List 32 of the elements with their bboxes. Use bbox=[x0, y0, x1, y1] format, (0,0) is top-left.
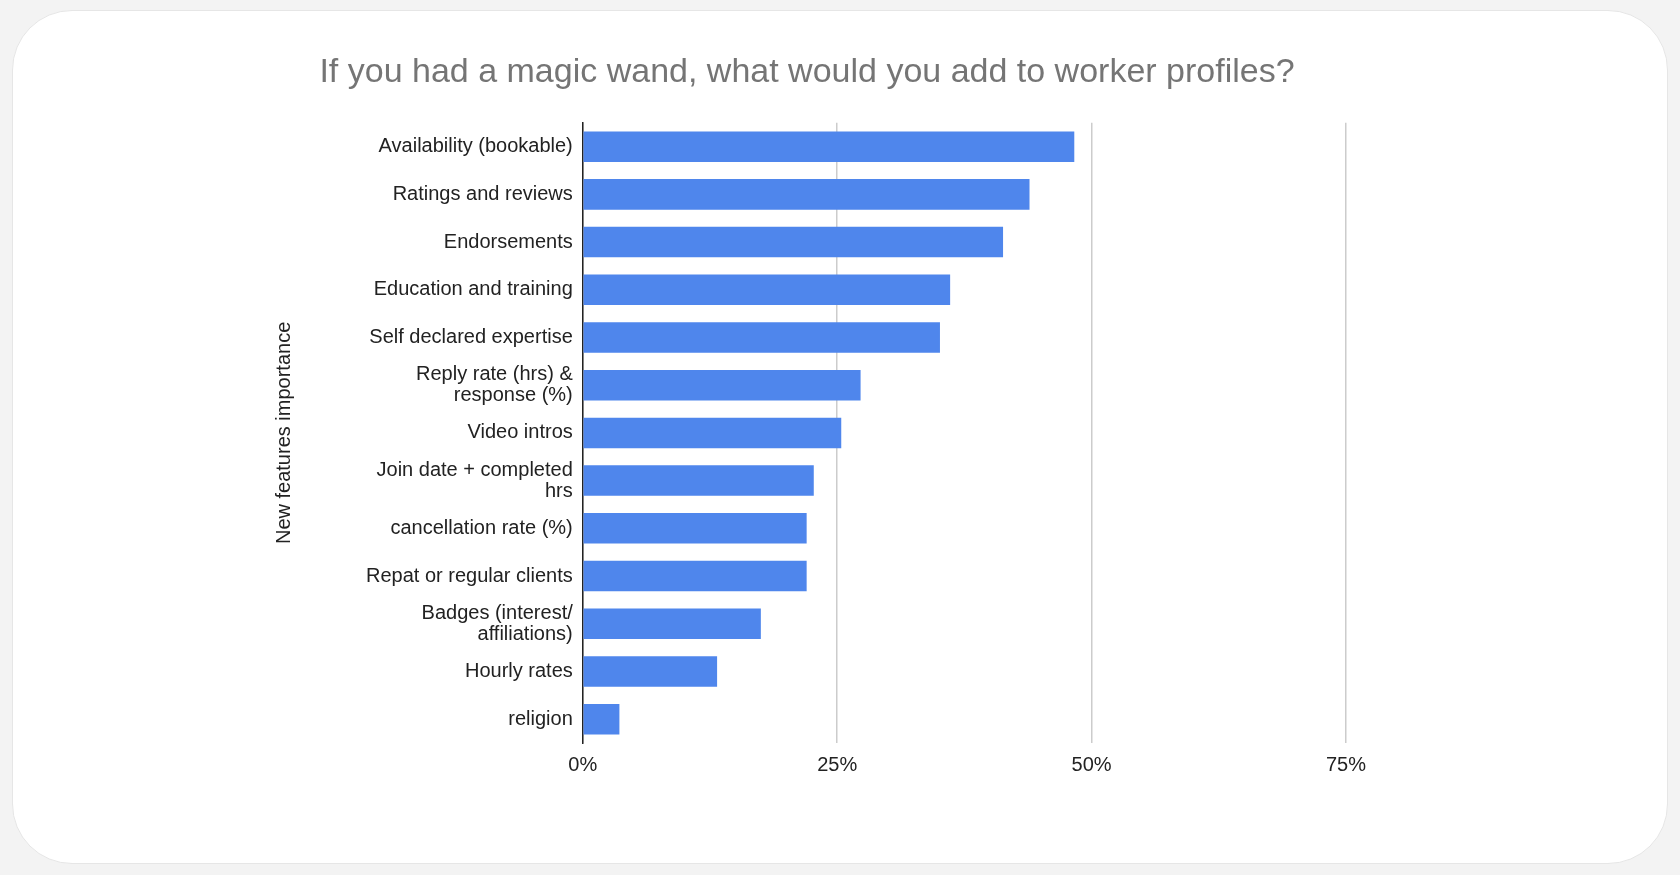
y-tick-label: Repat or regular clients bbox=[365, 563, 573, 586]
y-tick-label: Badges (interest/ affiliations) bbox=[421, 600, 574, 644]
x-tick-label: 0% bbox=[568, 752, 598, 775]
bar bbox=[583, 179, 1030, 210]
y-tick-label: Hourly rates bbox=[464, 658, 573, 681]
y-tick-label: Reply rate (hrs) & response (%) bbox=[416, 362, 574, 406]
y-tick-label: Ratings and reviews bbox=[392, 181, 573, 204]
y-tick-label: Education and training bbox=[373, 277, 573, 300]
y-axis-title: New features importance bbox=[271, 321, 294, 545]
y-tick-label: Video intros bbox=[467, 420, 573, 443]
bar bbox=[583, 703, 620, 735]
bar bbox=[583, 131, 1075, 162]
bar bbox=[583, 608, 761, 639]
y-tick-label: Endorsements bbox=[443, 229, 573, 252]
y-tick-label: Availability (bookable) bbox=[378, 134, 573, 157]
chart-title: If you had a magic wand, what would you add to worker profiles? bbox=[319, 50, 1295, 89]
x-tick-label: 25% bbox=[817, 752, 858, 775]
bar bbox=[583, 274, 951, 306]
y-tick-label: Join date + completed hrs bbox=[376, 457, 573, 501]
bar bbox=[583, 369, 861, 401]
bar bbox=[583, 560, 807, 592]
y-tick-label: religion bbox=[508, 706, 573, 729]
x-tick-label: 75% bbox=[1325, 752, 1367, 775]
y-tick-label: Self declared expertise bbox=[369, 325, 573, 347]
bar bbox=[583, 322, 940, 353]
bar bbox=[583, 226, 1004, 258]
x-tick-label: 50% bbox=[1071, 752, 1112, 775]
bar bbox=[583, 513, 807, 544]
bar bbox=[583, 417, 842, 449]
bar bbox=[583, 465, 814, 496]
bar bbox=[583, 656, 718, 687]
y-tick-label: cancellation rate (%) bbox=[390, 515, 573, 538]
